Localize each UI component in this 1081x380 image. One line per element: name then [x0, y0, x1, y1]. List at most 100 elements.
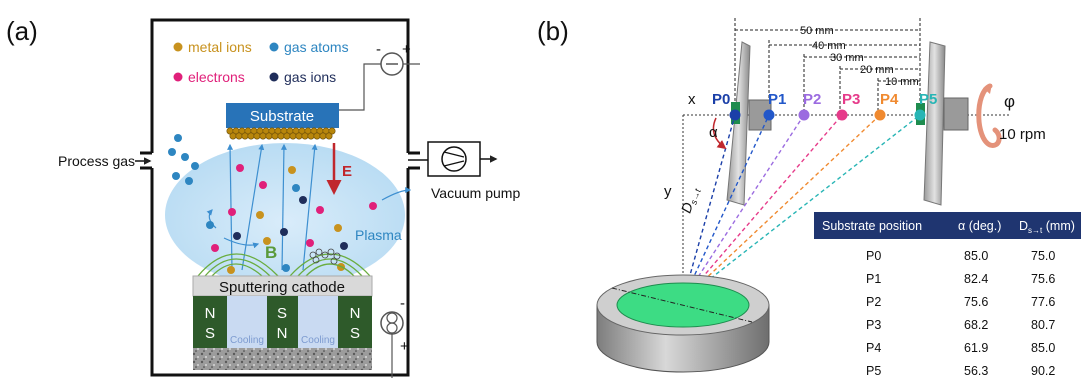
position-label-p5: P5	[919, 91, 937, 108]
substrate-holder-left	[726, 41, 772, 206]
position-labels: P0 P1 P2 P3 P4 P5	[712, 91, 937, 108]
position-label-p4: P4	[880, 91, 899, 108]
position-dot-p1	[763, 109, 775, 121]
position-label-p2: P2	[803, 91, 821, 108]
magnet-right	[338, 296, 372, 348]
top-supply-minus: -	[376, 41, 381, 58]
legend-metal-ions: metal ions	[188, 39, 252, 55]
electron-legend-dot	[173, 72, 183, 82]
table-header-alpha: α (deg.)	[958, 219, 1001, 233]
y-axis-label: y	[664, 183, 672, 200]
top-supply-plus: +	[402, 41, 411, 58]
position-label-p1: P1	[768, 91, 786, 108]
magnetic-field-lines	[197, 253, 371, 277]
table-cell-dst: 75.6	[1031, 272, 1055, 286]
table-cell-dst: 90.2	[1031, 364, 1055, 378]
vacuum-pump-label: Vacuum pump	[431, 185, 520, 201]
gas-ion-legend-dot	[269, 72, 279, 82]
table-cell-dst: 80.7	[1031, 318, 1055, 332]
deposited-film	[226, 127, 336, 140]
table-row: P0 85.0 75.0	[866, 249, 1055, 263]
legend-gas-atoms: gas atoms	[284, 39, 349, 55]
substrate-label: Substrate	[250, 108, 314, 125]
position-dot-p5	[914, 109, 926, 121]
gas-atoms-inlet	[168, 134, 199, 185]
dst-label: Ds→t	[678, 185, 703, 216]
plasma-cloud	[165, 143, 405, 287]
table-cell-position: P0	[866, 249, 881, 263]
process-gas-label: Process gas	[58, 153, 135, 169]
bottom-supply-minus: -	[400, 295, 405, 312]
table-cell-dst: 75.0	[1031, 249, 1055, 263]
position-dot-p0	[729, 109, 741, 121]
rotation-arrow	[976, 83, 1002, 148]
position-dot-p3	[836, 109, 848, 121]
table-cell-alpha: 75.6	[964, 295, 988, 309]
position-dots	[729, 109, 926, 121]
e-field-label: E	[342, 163, 352, 180]
position-dot-p2	[798, 109, 810, 121]
substrate-table: Substrate position α (deg.) Ds→t (mm) P0…	[814, 212, 1081, 378]
cooling-left	[227, 296, 267, 348]
table-row: P2 75.6 77.6	[866, 295, 1055, 309]
rpm-label: 10 rpm	[999, 126, 1046, 143]
cathode-base	[193, 348, 372, 370]
legend-electrons: electrons	[188, 69, 245, 85]
table-cell-position: P1	[866, 272, 881, 286]
chamber-wall	[150, 18, 410, 377]
cooling-left-label: Cooling	[230, 335, 264, 346]
phi-label: φ	[1004, 92, 1015, 111]
magnet-right-top: N	[350, 305, 361, 322]
alpha-arc	[712, 117, 727, 150]
table-row: P1 82.4 75.6	[866, 272, 1055, 286]
cooling-right-label: Cooling	[301, 335, 335, 346]
legend-gas-ions: gas ions	[284, 69, 336, 85]
plasma-label: Plasma	[355, 227, 402, 243]
magnet-left	[193, 296, 227, 348]
table-header-bar	[814, 212, 1081, 239]
position-label-p3: P3	[842, 91, 860, 108]
magnet-left-top: N	[205, 305, 216, 322]
table-cell-position: P3	[866, 318, 881, 332]
table-header-position: Substrate position	[822, 219, 922, 233]
panel-a-label: (a)	[6, 16, 38, 46]
distance-50: 50 mm	[800, 25, 834, 37]
sputtering-target	[596, 274, 770, 373]
table-cell-alpha: 82.4	[964, 272, 988, 286]
magnet-center	[267, 296, 298, 348]
distance-40: 40 mm	[812, 40, 846, 52]
table-row: P4 61.9 85.0	[866, 341, 1055, 355]
magnetic-field-label: B	[265, 243, 277, 262]
cooling-right	[298, 296, 338, 348]
position-dot-p4	[874, 109, 886, 121]
table-cell-position: P4	[866, 341, 881, 355]
substrate	[226, 103, 339, 128]
alpha-label: α	[709, 124, 718, 141]
sputtered-cluster	[309, 248, 341, 265]
table-cell-alpha: 56.3	[964, 364, 988, 378]
legend: metal ions gas atoms electrons gas ions	[173, 39, 349, 85]
gas-atom-legend-dot	[269, 42, 279, 52]
table-cell-position: P2	[866, 295, 881, 309]
table-cell-alpha: 85.0	[964, 249, 988, 263]
particle-trajectories	[227, 143, 318, 271]
table-row: P3 68.2 80.7	[866, 318, 1055, 332]
metal-ion-legend-dot	[173, 42, 183, 52]
position-label-p0: P0	[712, 91, 730, 108]
distance-10: 10 mm	[885, 76, 919, 88]
distance-20: 20 mm	[860, 64, 894, 76]
table-cell-alpha: 61.9	[964, 341, 988, 355]
table-cell-alpha: 68.2	[964, 318, 988, 332]
bottom-power-supply: - +	[380, 295, 409, 378]
table-row: P5 56.3 90.2	[866, 364, 1055, 378]
table-header-dst: Ds→t (mm)	[1019, 219, 1075, 235]
magnet-center-top: S	[277, 305, 287, 322]
vacuum-pump	[408, 141, 498, 177]
cathode-label: Sputtering cathode	[219, 279, 345, 296]
top-power-supply: - +	[338, 41, 420, 111]
magnet-right-bottom: S	[350, 325, 360, 342]
table-cell-dst: 85.0	[1031, 341, 1055, 355]
magnet-center-bottom: N	[277, 325, 288, 342]
table-cell-position: P5	[866, 364, 881, 378]
